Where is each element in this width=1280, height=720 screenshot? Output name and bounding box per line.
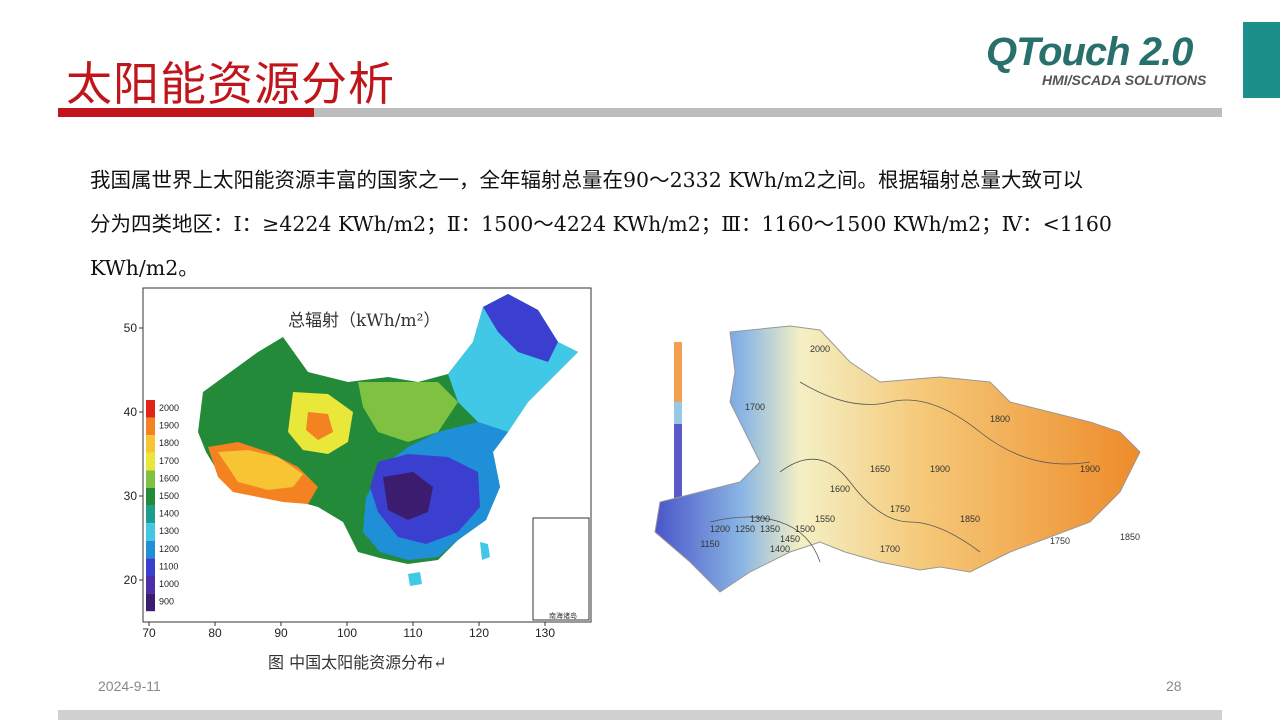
contour-label: 1650: [870, 464, 890, 474]
legend-label: 2000: [159, 403, 179, 413]
legend-label: 1700: [159, 456, 179, 466]
region-shape: [654, 325, 1141, 593]
legend-label: 1500: [159, 491, 179, 501]
title-underline-red: [58, 108, 314, 117]
qtouch-logo: QTouch 2.0 HMI/SCADA SOLUTIONS: [986, 30, 1232, 92]
contour-label: 1150: [700, 539, 719, 549]
slide-title: 太阳能资源分析: [66, 57, 395, 111]
legend-swatch: [146, 540, 155, 559]
colorbar-legend: 2000 1900 1800 1700 1600 1500 1400 1300 1200 1100…: [146, 400, 179, 612]
inset-label: 南海诸岛: [549, 611, 577, 620]
contour-label: 1350: [760, 524, 780, 534]
contour-label: 1900: [930, 464, 950, 474]
legend-label: 1800: [159, 438, 179, 448]
contour-label: 1300: [750, 514, 770, 524]
page-number: 28: [1166, 678, 1182, 694]
legend-label: 1000: [159, 579, 179, 589]
legend-swatch: [146, 523, 155, 541]
regional-contour-map: 2000 1900 1900 1850 1850 1800 1750 1750 1700 1700…: [654, 325, 1141, 593]
body-paragraph: 我国属世界上太阳能资源丰富的国家之一，全年辐射总量在90～2332 KWh/m2…: [90, 158, 1230, 290]
contour-label: 1250: [735, 524, 755, 534]
legend-swatch: [146, 505, 155, 524]
x-tick-label: 80: [208, 626, 222, 640]
legend-swatch: [146, 417, 155, 436]
x-tick-label: 110: [403, 626, 422, 640]
y-tick-label: 40: [124, 405, 138, 419]
x-tick-label: 90: [274, 626, 288, 640]
figure-caption: 图 中国太阳能资源分布↵: [268, 653, 447, 672]
x-tick-label: 70: [142, 626, 156, 640]
contour-label: 2000: [810, 344, 830, 354]
paragraph-line-3: KWh/m2。: [90, 256, 199, 280]
slide-date: 2024-9-11: [98, 678, 161, 694]
title-underline-gray: [314, 108, 1222, 117]
contour-label: 1700: [745, 402, 765, 412]
logo-main-text: QTouch 2.0: [986, 30, 1193, 74]
contour-label: 1750: [890, 504, 910, 514]
contour-label: 1850: [1120, 532, 1140, 542]
contour-label: 1850: [960, 514, 980, 524]
legend-label: 900: [159, 597, 174, 607]
y-axis-ticks: 50 40 30 20: [124, 321, 143, 587]
legend-label: 1200: [159, 544, 179, 554]
y-tick-label: 30: [124, 489, 138, 503]
legend-swatch: [146, 400, 155, 418]
legend-label: 1300: [159, 526, 179, 536]
x-tick-label: 130: [535, 626, 555, 640]
footer-bar: [58, 710, 1222, 720]
contour-label: 1550: [815, 514, 835, 524]
legend-swatch: [146, 435, 155, 453]
contour-label: 1450: [780, 534, 800, 544]
south-china-sea-inset: [532, 517, 590, 621]
x-axis-ticks: 70 80 90 100 110 120 130: [142, 622, 555, 640]
legend-label: 1100: [159, 561, 178, 571]
paragraph-line-2: 分为四类地区：Ⅰ：≥4224 KWh/m2；Ⅱ：1500～4224 KWh/m2…: [90, 212, 1112, 236]
map-title: 总辐射（kWh/m²）: [288, 311, 440, 331]
y-tick-label: 20: [124, 573, 138, 587]
china-map-shape: [198, 294, 578, 586]
contour-labels: 2000 1900 1900 1850 1850 1800 1750 1750 1700 1700…: [700, 344, 1140, 554]
contour-label: 1400: [770, 544, 790, 554]
legend-label: 1400: [159, 509, 179, 519]
legend-swatch: [146, 488, 155, 506]
x-tick-label: 100: [337, 626, 357, 640]
legend-swatch: [146, 470, 155, 488]
legend-swatch: [146, 593, 155, 612]
legend-label: 1600: [159, 473, 179, 483]
contour-label: 1600: [830, 484, 850, 494]
legend-swatch: [146, 576, 155, 594]
contour-label: 1700: [880, 544, 900, 554]
y-tick-label: 50: [124, 321, 138, 335]
contour-label: 1200: [710, 524, 730, 534]
legend-swatch: [146, 452, 155, 471]
corner-accent-tab: [1243, 22, 1280, 98]
china-radiation-map: 南海诸岛 总辐射（kWh/m²） 2000 1900 1800 1700 1600 150…: [124, 287, 592, 672]
contour-label: 1500: [795, 524, 815, 534]
paragraph-line-1: 我国属世界上太阳能资源丰富的国家之一，全年辐射总量在90～2332 KWh/m2…: [90, 168, 1084, 192]
x-tick-label: 120: [469, 626, 489, 640]
logo-sub-text: HMI/SCADA SOLUTIONS: [1042, 72, 1207, 88]
contour-label: 1800: [990, 414, 1010, 424]
legend-label: 1900: [159, 421, 179, 431]
contour-label: 1750: [1050, 536, 1070, 546]
legend-swatch: [146, 558, 155, 576]
contour-label: 1900: [1080, 464, 1100, 474]
